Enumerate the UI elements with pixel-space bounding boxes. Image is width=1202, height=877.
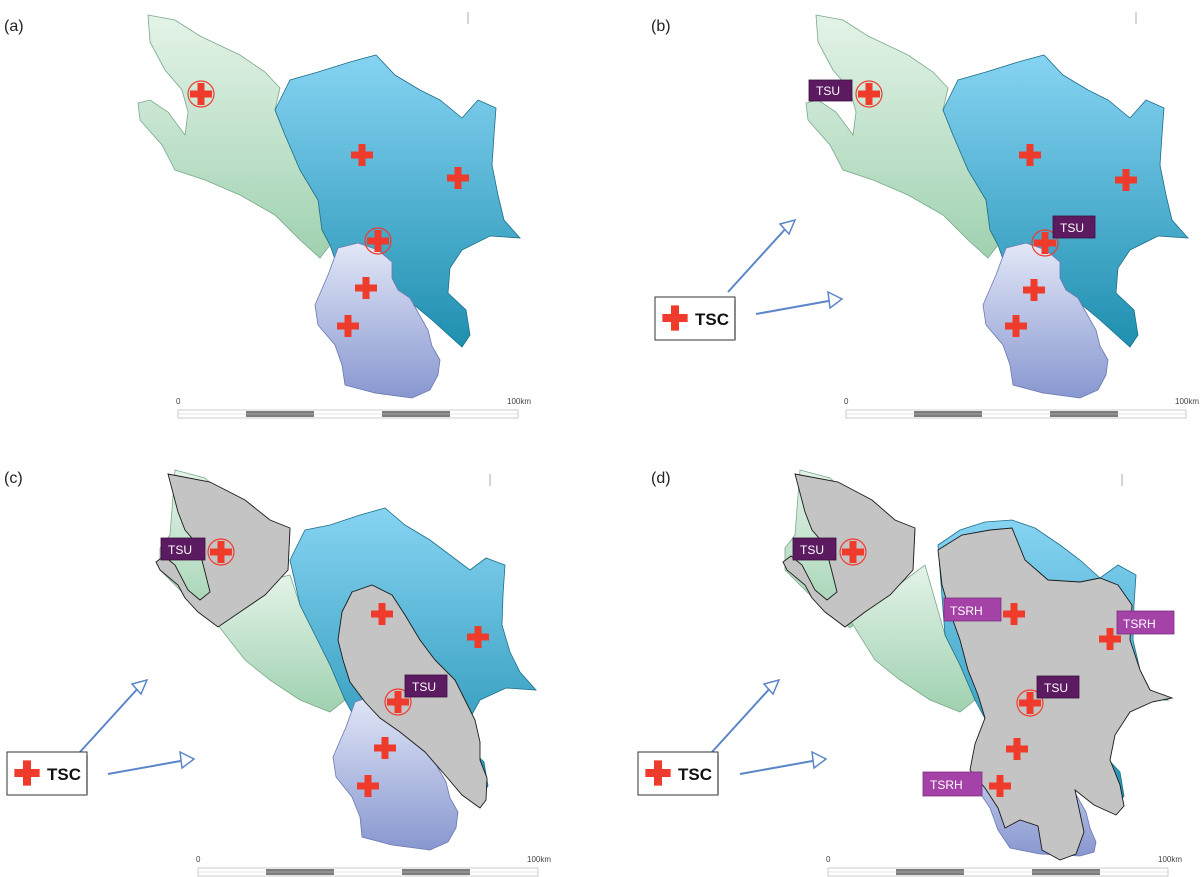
scale-start-label: 0 xyxy=(176,397,181,406)
tsrh-tag: TSRH xyxy=(1116,610,1175,635)
panel-label: (c) xyxy=(4,470,23,487)
hospital-ring-icon xyxy=(365,228,391,254)
svg-text:TSRH: TSRH xyxy=(1123,617,1156,631)
scale-start-label: 0 xyxy=(826,855,831,864)
tsu-tag: TSU xyxy=(1036,675,1080,699)
panel-label: (b) xyxy=(651,18,671,35)
svg-text:TSU: TSU xyxy=(800,543,824,557)
scale-bar xyxy=(177,409,519,419)
tsu-tag: TSU xyxy=(160,537,206,561)
scale-bar xyxy=(197,867,539,877)
hospital-ring-icon xyxy=(208,539,234,565)
tsc-legend: TSC xyxy=(7,752,87,795)
district-map xyxy=(137,11,521,399)
panel-d: (d) TSU TSU TSRH TSRH xyxy=(638,469,1182,877)
scale-bar xyxy=(827,867,1169,877)
scale-start-label: 0 xyxy=(844,397,849,406)
scale-end-label: 100km xyxy=(1158,855,1182,864)
scale-end-label: 100km xyxy=(507,397,531,406)
referral-arrows xyxy=(727,219,843,315)
panel-c: (c) TSU TSU TSC 0 100km xyxy=(4,469,551,877)
panel-label: (d) xyxy=(651,470,671,487)
referral-arrows xyxy=(79,679,195,775)
tsu-tag: TSU xyxy=(808,79,853,102)
hospital-ring-icon xyxy=(188,81,214,107)
scale-bar xyxy=(845,409,1187,419)
svg-text:TSRH: TSRH xyxy=(930,778,963,792)
tsc-label: TSC xyxy=(47,765,81,784)
scale-start-label: 0 xyxy=(196,855,201,864)
tsc-legend: TSC xyxy=(655,297,735,340)
tsu-tag: TSU xyxy=(1052,215,1096,239)
tsu-tag: TSU xyxy=(404,674,448,698)
scale-end-label: 100km xyxy=(527,855,551,864)
referral-arrows xyxy=(711,679,827,775)
svg-text:TSU: TSU xyxy=(1044,681,1068,695)
tsu-tag: TSU xyxy=(792,537,837,561)
tsrh-tag: TSRH xyxy=(922,771,983,797)
svg-text:TSU: TSU xyxy=(1060,221,1084,235)
district-map xyxy=(805,11,1189,399)
tsc-label: TSC xyxy=(678,765,712,784)
hospital-ring-icon xyxy=(856,81,882,107)
panel-a: (a) 0 100km xyxy=(4,11,531,419)
tsc-label: TSC xyxy=(695,310,729,329)
district-map xyxy=(155,469,537,851)
svg-text:TSU: TSU xyxy=(412,680,436,694)
tsrh-tag: TSRH xyxy=(943,597,1002,622)
hospital-ring-icon xyxy=(840,539,866,565)
panel-b: (b) TSU TSU TSC 0 100km xyxy=(651,11,1199,419)
svg-text:TSU: TSU xyxy=(168,543,192,557)
scale-end-label: 100km xyxy=(1175,397,1199,406)
tsc-legend: TSC xyxy=(638,752,718,795)
district-map xyxy=(782,469,1174,861)
svg-text:TSU: TSU xyxy=(816,84,840,98)
svg-text:TSRH: TSRH xyxy=(950,604,983,618)
panel-label: (a) xyxy=(4,18,24,35)
